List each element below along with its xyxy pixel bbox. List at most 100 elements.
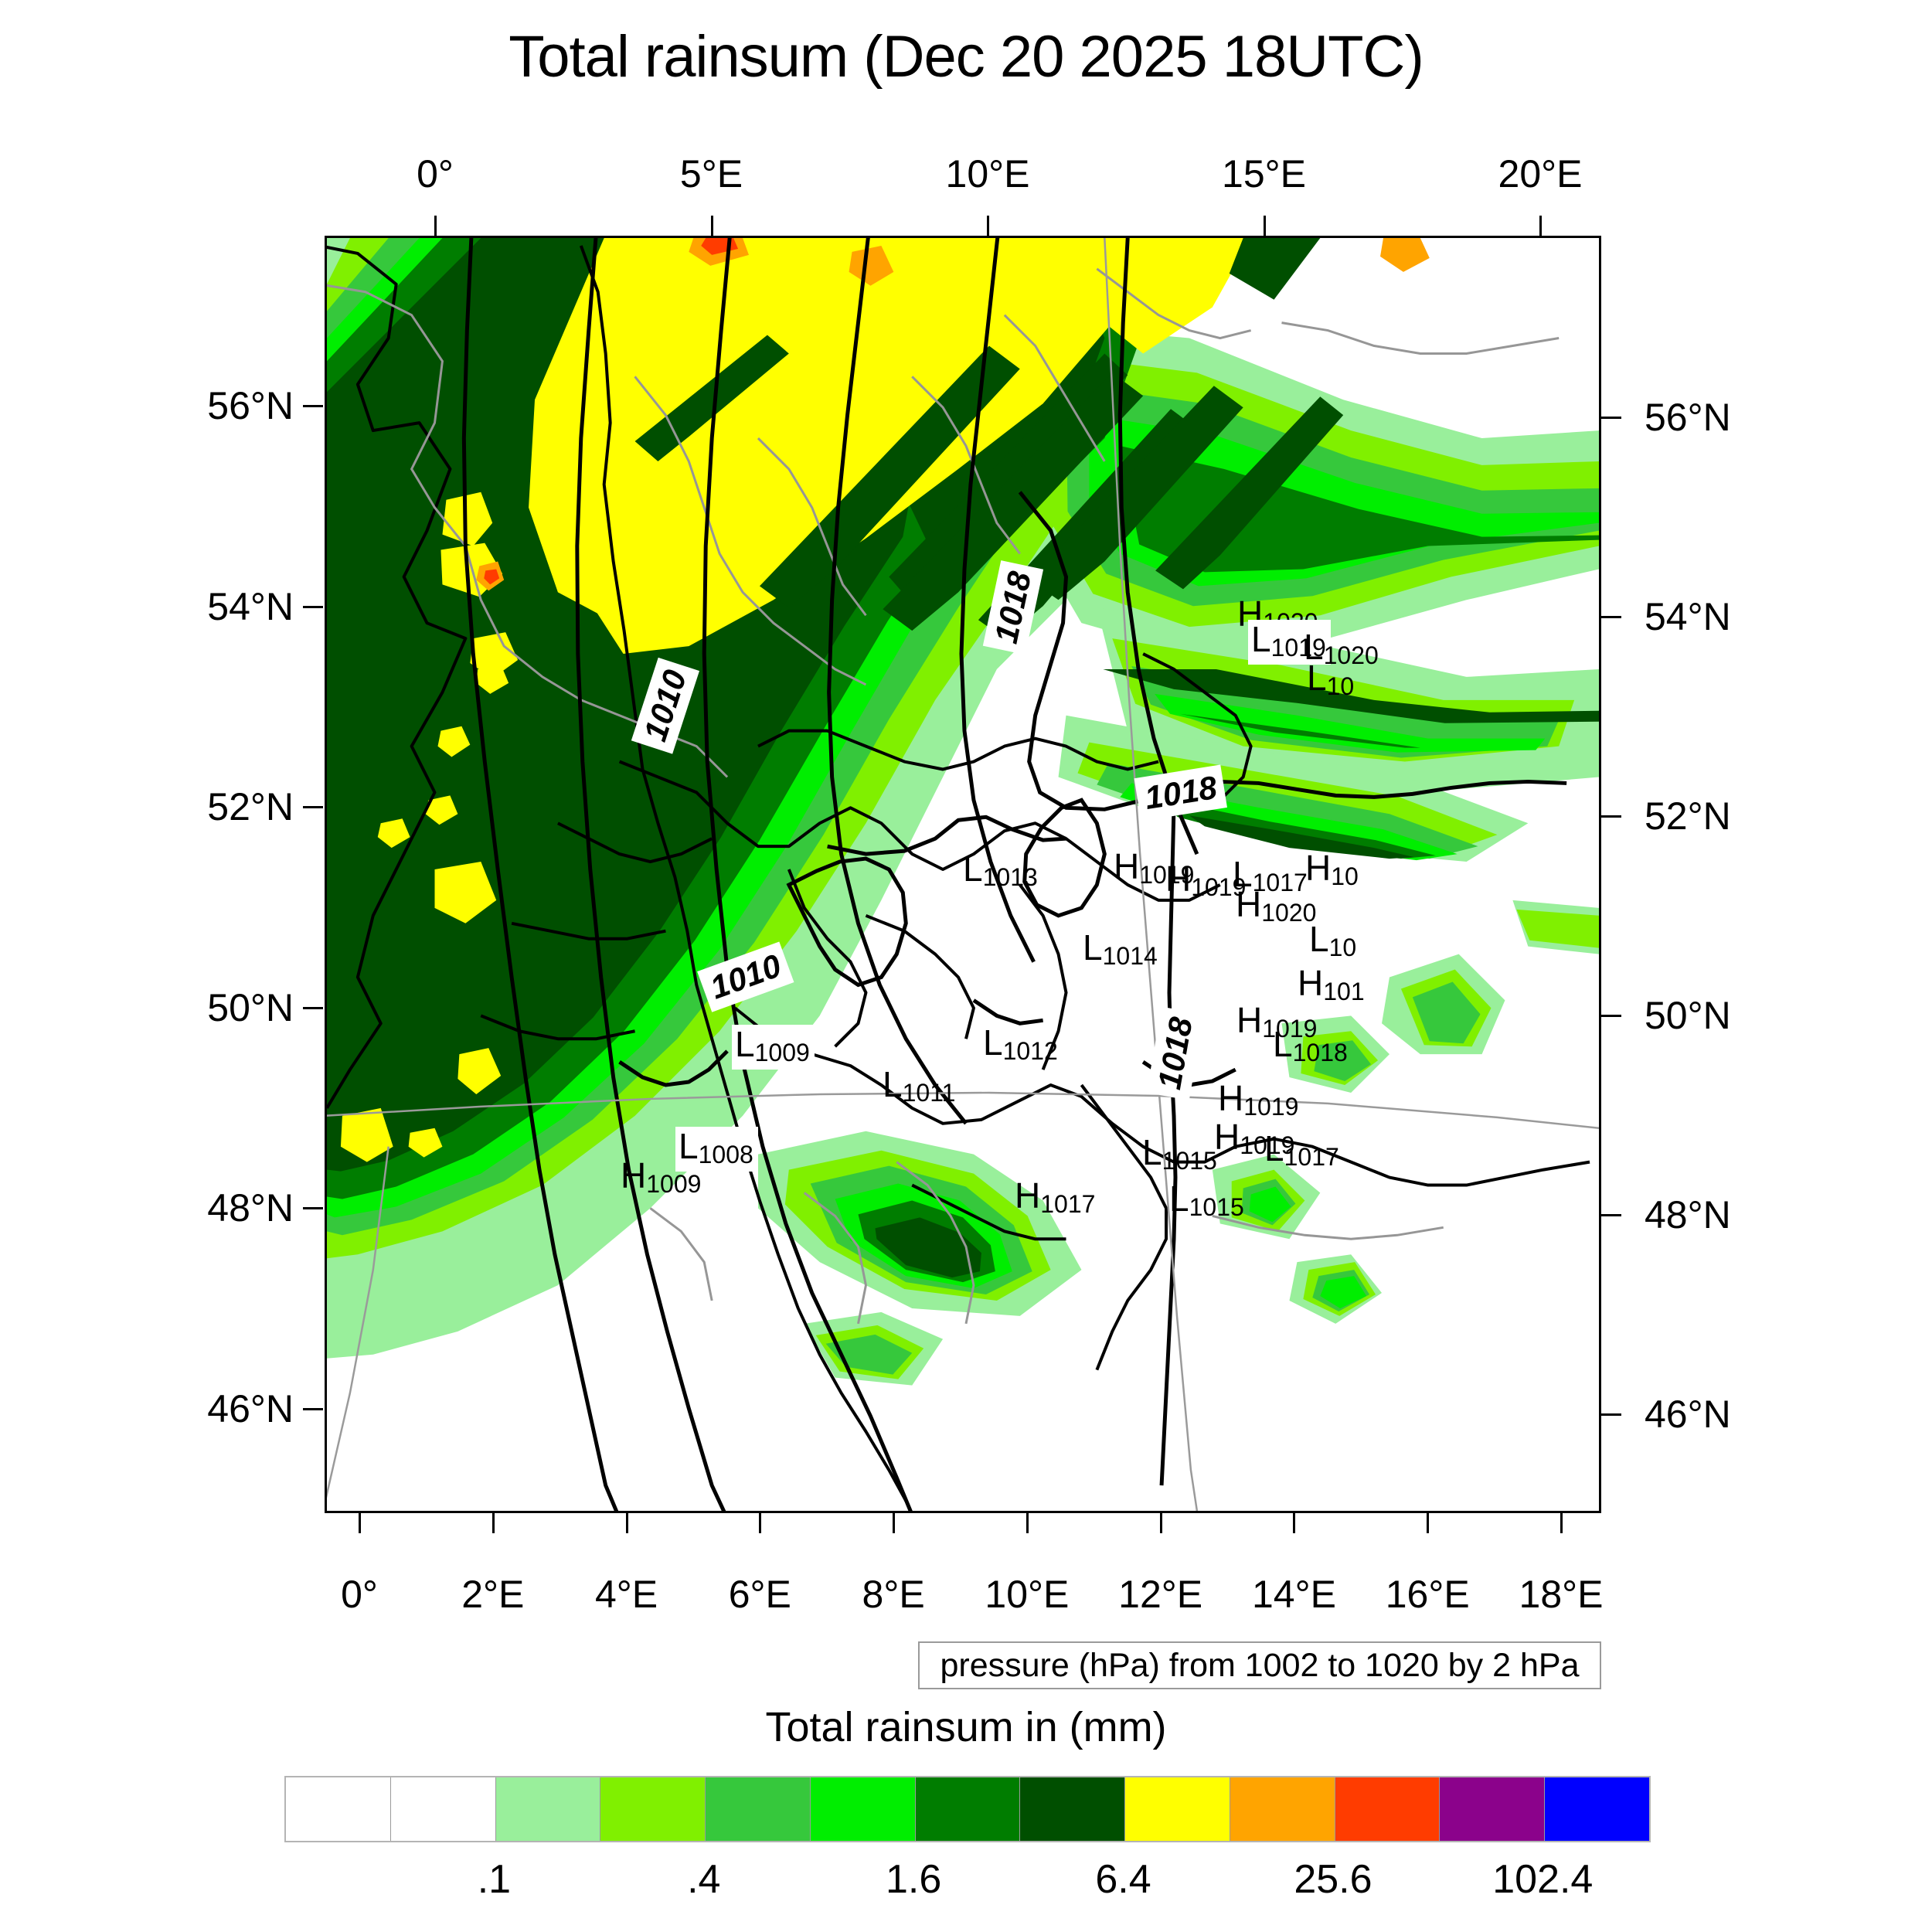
axis-tick-bottom-5 bbox=[1026, 1513, 1029, 1533]
graticule bbox=[327, 238, 1599, 1511]
colorbar-cell-5 bbox=[810, 1777, 916, 1841]
axis-tick-right-1 bbox=[1601, 616, 1621, 618]
pressure-marker-h-12: H101 bbox=[1298, 965, 1365, 1004]
axis-tick-right-4 bbox=[1601, 1214, 1621, 1216]
pressure-marker-value: 10 bbox=[1326, 672, 1355, 700]
axis-tick-label-bottom-3: 6°E bbox=[728, 1573, 791, 1616]
axis-tick-label-right-5: 46°N bbox=[1645, 1393, 1731, 1436]
pressure-caption-box: pressure (hPa) from 1002 to 1020 by 2 hP… bbox=[918, 1641, 1601, 1689]
axis-tick-label-right-3: 50°N bbox=[1645, 994, 1731, 1037]
pressure-marker-value: 1009 bbox=[754, 1039, 810, 1066]
colorbar-tick-label-5: 102.4 bbox=[1492, 1857, 1594, 1902]
colorbar-cell-6 bbox=[915, 1777, 1021, 1841]
pressure-marker-type: H bbox=[1298, 963, 1324, 1003]
colorbar-cell-7 bbox=[1020, 1777, 1126, 1841]
pressure-marker-value: 1012 bbox=[1002, 1037, 1058, 1065]
pressure-marker-type: L bbox=[883, 1064, 903, 1104]
colorbar-tick-label-4: 25.6 bbox=[1294, 1857, 1372, 1902]
pressure-marker-value: 1011 bbox=[902, 1079, 956, 1107]
pressure-marker-type: H bbox=[1236, 1000, 1263, 1040]
axis-tick-label-bottom-9: 18°E bbox=[1519, 1573, 1604, 1616]
pressure-marker-l-16: L1018 bbox=[1273, 1026, 1348, 1065]
pressure-marker-value: 1008 bbox=[698, 1141, 753, 1168]
axis-tick-label-right-4: 48°N bbox=[1645, 1193, 1731, 1236]
pressure-marker-l-22: L1015 bbox=[1142, 1134, 1217, 1173]
pressure-marker-l-10: L1014 bbox=[1083, 930, 1158, 968]
colorbar-tick-label-0: .1 bbox=[477, 1857, 512, 1902]
axis-tick-right-3 bbox=[1601, 1015, 1621, 1017]
pressure-marker-value: 1020 bbox=[1261, 899, 1317, 927]
axis-tick-label-top-4: 20°E bbox=[1498, 152, 1583, 196]
colorbar-cell-0 bbox=[286, 1777, 391, 1841]
axis-tick-label-left-4: 48°N bbox=[207, 1186, 294, 1230]
axis-tick-bottom-0 bbox=[359, 1513, 361, 1533]
pressure-marker-value: 1020 bbox=[1323, 641, 1379, 669]
pressure-caption-text: pressure (hPa) from 1002 to 1020 by 2 hP… bbox=[940, 1646, 1580, 1684]
pressure-marker-type: L bbox=[983, 1022, 1003, 1063]
pressure-marker-l-17: L1011 bbox=[883, 1066, 955, 1105]
axis-tick-left-2 bbox=[303, 806, 323, 809]
pressure-marker-value: 1019 bbox=[1262, 1015, 1318, 1043]
pressure-marker-type: L bbox=[1142, 1132, 1162, 1172]
colorbar-tick-label-2: 1.6 bbox=[885, 1857, 942, 1902]
pressure-marker-type: L bbox=[1169, 1179, 1189, 1219]
axis-tick-label-bottom-1: 2°E bbox=[461, 1573, 525, 1616]
colorbar-cell-1 bbox=[390, 1777, 496, 1841]
colorbar-cell-9 bbox=[1230, 1777, 1335, 1841]
pressure-marker-value: 1014 bbox=[1102, 942, 1158, 970]
axis-tick-label-top-0: 0° bbox=[417, 152, 454, 196]
pressure-marker-h-13: H1019 bbox=[1236, 1002, 1317, 1041]
axis-tick-label-right-1: 54°N bbox=[1645, 595, 1731, 638]
axis-tick-label-left-2: 52°N bbox=[207, 785, 294, 829]
axis-tick-label-bottom-4: 8°E bbox=[862, 1573, 925, 1616]
pressure-marker-type: H bbox=[621, 1155, 647, 1196]
pressure-marker-value: 1018 bbox=[1292, 1039, 1348, 1066]
colorbar bbox=[284, 1776, 1651, 1842]
colorbar-tick-label-1: .4 bbox=[687, 1857, 721, 1902]
axis-tick-bottom-6 bbox=[1159, 1513, 1162, 1533]
pressure-marker-l-11: L10 bbox=[1309, 921, 1356, 960]
axis-tick-label-left-1: 54°N bbox=[207, 584, 294, 628]
axis-tick-bottom-7 bbox=[1293, 1513, 1296, 1533]
axis-tick-top-2 bbox=[987, 216, 989, 236]
colorbar-cell-2 bbox=[495, 1777, 601, 1841]
axis-tick-right-0 bbox=[1601, 417, 1621, 419]
axis-tick-right-5 bbox=[1601, 1413, 1621, 1416]
pressure-marker-value: 10 bbox=[1331, 862, 1359, 890]
colorbar-cell-4 bbox=[706, 1777, 811, 1841]
axis-tick-label-bottom-5: 10°E bbox=[985, 1573, 1070, 1616]
pressure-marker-value: 101 bbox=[1323, 978, 1365, 1005]
axis-tick-bottom-9 bbox=[1560, 1513, 1563, 1533]
axis-tick-label-right-0: 56°N bbox=[1645, 396, 1731, 439]
colorbar-title: Total rainsum in (mm) bbox=[765, 1704, 1167, 1750]
pressure-marker-type: L bbox=[1307, 658, 1327, 698]
pressure-marker-type: L bbox=[1233, 854, 1253, 894]
axis-tick-top-4 bbox=[1539, 216, 1542, 236]
pressure-marker-l-7: L1017 bbox=[1233, 856, 1308, 895]
pressure-marker-type: H bbox=[1165, 859, 1192, 899]
pressure-marker-h-19: H1019 bbox=[1214, 1119, 1294, 1158]
colorbar-cell-3 bbox=[600, 1777, 706, 1841]
axis-tick-label-bottom-2: 4°E bbox=[594, 1573, 658, 1616]
pressure-marker-value: 1009 bbox=[646, 1170, 702, 1198]
axis-tick-label-left-0: 56°N bbox=[207, 384, 294, 427]
pressure-marker-h-9: H1020 bbox=[1236, 886, 1316, 925]
pressure-marker-type: L bbox=[1083, 927, 1103, 968]
axis-tick-label-bottom-8: 16°E bbox=[1385, 1573, 1470, 1616]
pressure-marker-type: L bbox=[963, 849, 983, 889]
axis-tick-label-top-2: 10°E bbox=[945, 152, 1030, 196]
axis-tick-left-5 bbox=[303, 1408, 323, 1410]
axis-tick-label-top-1: 5°E bbox=[679, 152, 743, 196]
pressure-marker-type: H bbox=[1114, 846, 1140, 886]
pressure-marker-value: 1017 bbox=[1252, 869, 1308, 896]
colorbar-cell-10 bbox=[1335, 1777, 1440, 1841]
axis-tick-label-bottom-0: 0° bbox=[341, 1573, 378, 1616]
axis-tick-right-2 bbox=[1601, 815, 1621, 818]
axis-tick-top-1 bbox=[710, 216, 713, 236]
pressure-marker-value: 1017 bbox=[1040, 1190, 1096, 1218]
axis-tick-bottom-4 bbox=[893, 1513, 896, 1533]
axis-tick-top-3 bbox=[1263, 216, 1266, 236]
colorbar-tick-label-3: 6.4 bbox=[1095, 1857, 1151, 1902]
pressure-marker-value: 1019 bbox=[1270, 634, 1326, 662]
